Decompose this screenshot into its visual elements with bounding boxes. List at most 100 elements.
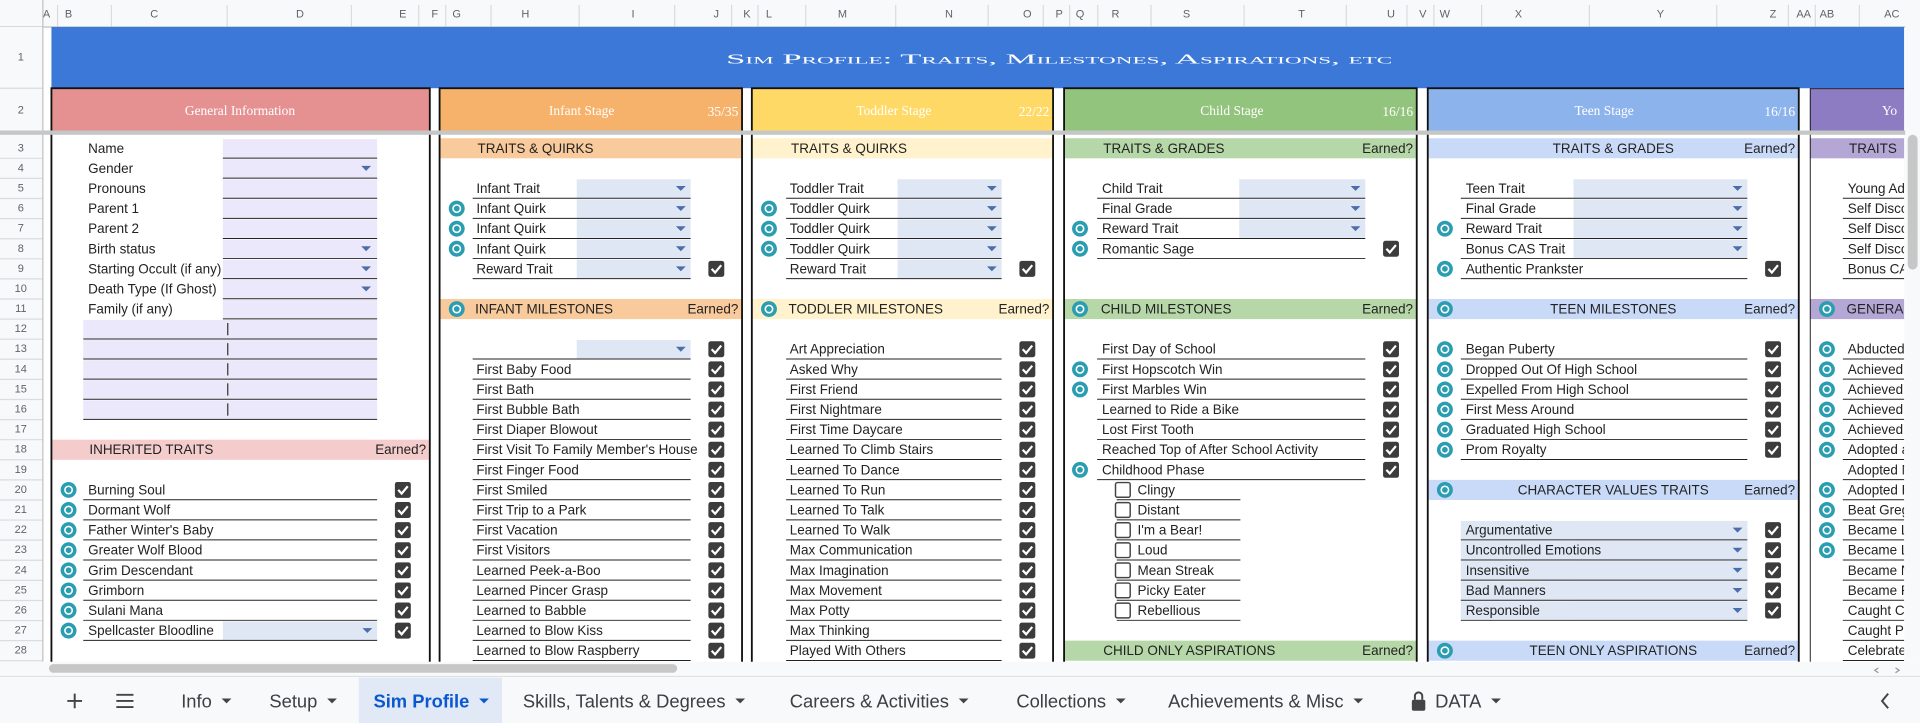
dropdown-field[interactable]: [897, 219, 1002, 238]
dropdown-field[interactable]: [1573, 520, 1748, 540]
tab-scroll-left[interactable]: [1880, 692, 1889, 709]
tab-label[interactable]: Setup: [269, 690, 317, 711]
dropdown-field[interactable]: [1573, 561, 1748, 580]
dropdown-field[interactable]: [1573, 199, 1748, 218]
row-number[interactable]: 2: [18, 104, 24, 116]
checkbox-checked[interactable]: [1765, 361, 1782, 378]
checkbox-checked[interactable]: [708, 441, 725, 458]
checkbox-checked[interactable]: [1765, 562, 1782, 579]
checkbox-checked[interactable]: [1019, 562, 1036, 579]
row-number[interactable]: 28: [15, 645, 27, 657]
tab-menu-arrow[interactable]: [1115, 698, 1126, 704]
column-header[interactable]: S: [1183, 9, 1190, 21]
dropdown-field[interactable]: [222, 621, 378, 640]
column-header[interactable]: T: [1298, 9, 1305, 21]
checkbox-checked[interactable]: [708, 260, 725, 277]
column-header[interactable]: AB: [1820, 9, 1835, 21]
checkbox-checked[interactable]: [394, 542, 411, 559]
checkbox-empty[interactable]: [1114, 501, 1131, 519]
dropdown-field[interactable]: [576, 340, 691, 359]
notes-field[interactable]: [83, 340, 378, 359]
row-number[interactable]: 17: [15, 424, 27, 436]
tab-label[interactable]: Achievements & Misc: [1168, 690, 1343, 711]
tab-label[interactable]: Sim Profile: [373, 690, 469, 711]
column-header[interactable]: M: [838, 9, 847, 21]
input-field[interactable]: [222, 299, 378, 319]
checkbox-checked[interactable]: [1383, 421, 1399, 438]
checkbox-checked[interactable]: [1765, 260, 1782, 277]
input-field[interactable]: [222, 239, 378, 258]
checkbox-empty[interactable]: [1114, 602, 1131, 619]
row-number[interactable]: 12: [15, 323, 27, 335]
dropdown-field[interactable]: [1573, 541, 1748, 560]
row-number[interactable]: 5: [18, 182, 24, 194]
checkbox-checked[interactable]: [1765, 522, 1782, 539]
column-header[interactable]: X: [1515, 9, 1523, 21]
column-header[interactable]: R: [1112, 9, 1120, 21]
checkbox-checked[interactable]: [1383, 401, 1399, 418]
checkbox-checked[interactable]: [708, 481, 725, 498]
input-field[interactable]: [222, 259, 378, 279]
row-number[interactable]: 13: [15, 343, 27, 355]
tab-menu-arrow[interactable]: [479, 698, 489, 704]
checkbox-empty[interactable]: [1114, 562, 1131, 579]
dropdown-field[interactable]: [1239, 179, 1366, 198]
row-number[interactable]: 24: [15, 564, 27, 576]
row-number[interactable]: 18: [15, 444, 27, 456]
input-field[interactable]: [222, 219, 378, 238]
notes-field[interactable]: [83, 360, 378, 379]
input-field[interactable]: [222, 159, 378, 178]
checkbox-checked[interactable]: [1383, 441, 1399, 458]
row-number[interactable]: 20: [15, 484, 27, 496]
row-number[interactable]: 26: [15, 605, 27, 617]
column-header[interactable]: D: [296, 9, 304, 21]
tab-menu-arrow[interactable]: [327, 698, 337, 704]
checkbox-checked[interactable]: [1019, 361, 1036, 378]
column-header[interactable]: U: [1387, 9, 1395, 21]
checkbox-checked[interactable]: [394, 582, 411, 599]
column-header[interactable]: E: [399, 9, 406, 21]
dropdown-field[interactable]: [1239, 219, 1366, 238]
checkbox-checked[interactable]: [1383, 381, 1399, 398]
row-number[interactable]: 21: [15, 504, 27, 516]
checkbox-checked[interactable]: [1019, 421, 1036, 438]
dropdown-field[interactable]: [576, 259, 691, 279]
column-header[interactable]: A: [43, 9, 51, 21]
tab-menu-arrow[interactable]: [1353, 698, 1364, 704]
dropdown-field[interactable]: [1573, 239, 1748, 258]
dropdown-field[interactable]: [576, 219, 691, 238]
checkbox-checked[interactable]: [1765, 401, 1782, 418]
row-number[interactable]: 9: [18, 263, 24, 275]
dropdown-field[interactable]: [1573, 219, 1748, 238]
checkbox-checked[interactable]: [1765, 602, 1782, 619]
checkbox-checked[interactable]: [1383, 240, 1399, 257]
column-header[interactable]: G: [452, 9, 461, 21]
checkbox-checked[interactable]: [394, 562, 411, 579]
input-field[interactable]: [222, 279, 378, 299]
row-number[interactable]: 22: [15, 524, 27, 536]
checkbox-checked[interactable]: [1383, 461, 1399, 478]
column-header[interactable]: AA: [1796, 9, 1811, 21]
row-number[interactable]: 19: [15, 464, 27, 476]
checkbox-empty[interactable]: [1114, 481, 1131, 499]
column-header[interactable]: C: [150, 9, 158, 21]
column-header[interactable]: N: [945, 9, 953, 21]
checkbox-checked[interactable]: [394, 481, 411, 498]
all-sheets-button[interactable]: [116, 693, 134, 709]
checkbox-checked[interactable]: [1019, 542, 1036, 559]
tab-menu-arrow[interactable]: [735, 698, 746, 704]
column-header[interactable]: H: [521, 9, 529, 21]
row-number[interactable]: 3: [18, 142, 24, 154]
dropdown-field[interactable]: [1573, 179, 1748, 198]
checkbox-checked[interactable]: [1765, 582, 1782, 599]
dropdown-field[interactable]: [576, 239, 691, 258]
checkbox-empty[interactable]: [1114, 582, 1131, 599]
checkbox-checked[interactable]: [1019, 260, 1036, 277]
tab-label[interactable]: Careers & Activities: [790, 690, 949, 711]
checkbox-checked[interactable]: [1765, 341, 1782, 358]
checkbox-checked[interactable]: [708, 381, 725, 398]
checkbox-checked[interactable]: [1765, 381, 1782, 398]
checkbox-checked[interactable]: [708, 421, 725, 438]
row-number[interactable]: 7: [18, 223, 24, 235]
column-header[interactable]: Y: [1657, 9, 1665, 21]
